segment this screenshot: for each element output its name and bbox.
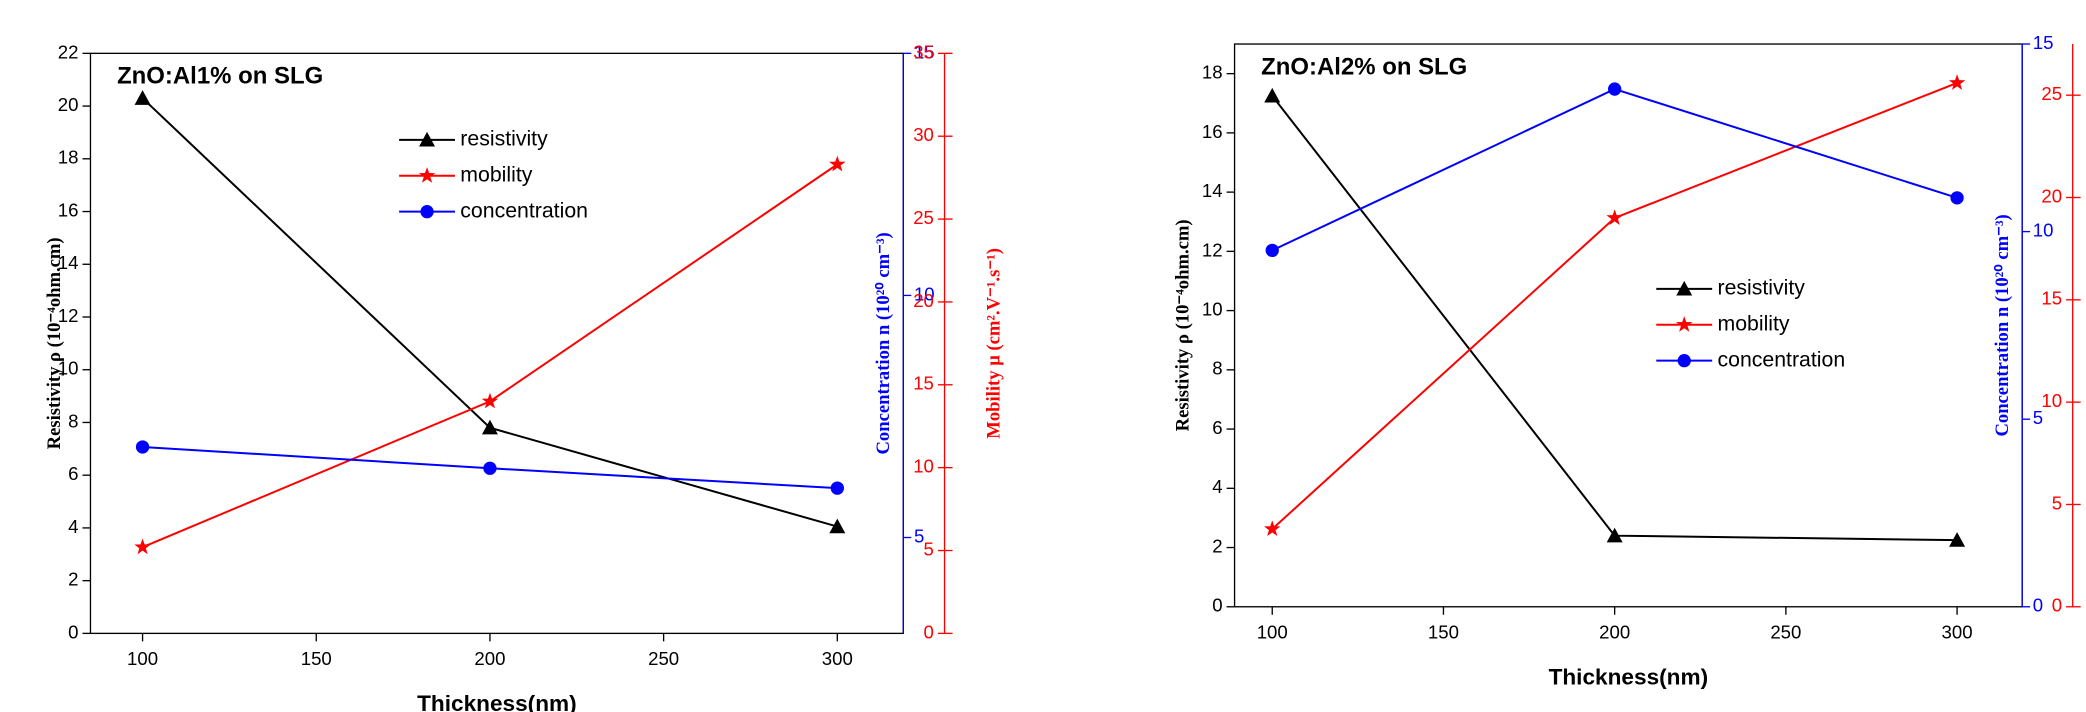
y-tick-label: 12 [58,305,79,326]
marker [1606,209,1623,225]
marker [134,90,151,105]
marker [829,518,846,534]
series-line [1271,81,1958,530]
y-tick-label: 8 [1212,358,1222,379]
chart-title: ZnO:Al2% on SLG [1261,53,1467,80]
y3-tick-label: 20 [2041,185,2062,206]
y-tick-label: 2 [68,569,78,590]
x-tick-label: 100 [1257,621,1288,642]
legend-label: mobility [1717,311,1789,335]
y-tick-label: 12 [1202,239,1223,260]
x-tick-label: 200 [474,648,505,669]
y3-tick-label: 0 [2052,595,2062,616]
y2-tick-label: 10 [2033,220,2054,241]
y-tick-label: 0 [1212,595,1222,616]
marker [1606,527,1623,543]
x-tick-label: 300 [822,648,853,669]
y3-tick-label: 10 [2041,390,2062,411]
marker [135,440,150,454]
x-axis-title: Thickness(nm) [1549,665,1709,690]
y-tick-label: 18 [1202,62,1223,83]
y-tick-label: 6 [1212,417,1222,438]
y3-tick-label: 35 [913,41,934,62]
y-axis-title: Resistivity ρ (10⁻⁴ohm.cm) [1172,219,1193,431]
x-tick-label: 300 [1942,621,1973,642]
y2-tick-label: 15 [2033,32,2054,53]
y2-tick-label: 5 [914,525,924,546]
y-axis-title: Resistivity ρ (10⁻⁴ohm.cm) [44,237,65,449]
y3-axis-title: Mobility μ (cm².V⁻¹.s⁻¹) [983,248,1004,439]
y3-tick-label: 25 [2041,83,2062,104]
marker [1608,82,1622,96]
marker [1264,87,1281,103]
y2-tick-label: 10 [914,283,935,304]
legend-label: resistivity [460,126,548,150]
marker [420,205,434,219]
y-tick-label: 22 [58,41,79,62]
y2-tick-label: 5 [2033,407,2043,428]
marker [418,167,436,183]
y-tick-label: 14 [1202,180,1223,201]
x-tick-label: 100 [127,648,158,669]
y-tick-label: 2 [1212,535,1222,556]
series-line [1271,95,1958,542]
marker [481,419,498,435]
y-tick-label: 4 [68,516,78,537]
marker [829,155,846,172]
y2-axis-title: Concentration n (10²⁰ cm⁻³) [1992,214,2013,436]
y3-tick-label: 30 [913,124,934,145]
y2-tick-label: 15 [914,41,935,62]
marker [134,538,151,555]
marker [1264,520,1281,537]
x-tick-label: 250 [1770,621,1801,642]
marker [483,461,497,475]
y-tick-label: 20 [58,94,79,115]
legend-label: concentration [460,198,588,222]
chart-title: ZnO:Al1% on SLG [117,63,323,90]
marker [419,131,436,147]
y-tick-label: 14 [58,252,79,273]
y3-tick-label: 5 [924,538,934,559]
marker [1948,74,1966,90]
y-tick-label: 10 [1202,299,1223,320]
y-tick-label: 8 [68,410,78,431]
marker [1676,280,1693,296]
y-tick-label: 6 [68,463,78,484]
y-tick-label: 16 [58,199,79,220]
series-line [1271,87,1958,252]
marker [1950,191,1964,205]
x-tick-label: 150 [1428,621,1459,642]
legend-label: resistivity [1717,275,1805,299]
marker [830,481,844,495]
x-tick-label: 150 [301,648,332,669]
y-tick-label: 16 [1202,121,1223,142]
y3-tick-label: 0 [924,621,934,642]
y3-tick-label: 10 [913,456,934,477]
y-tick-label: 4 [1212,476,1222,497]
y3-tick-label: 20 [913,290,934,311]
marker [481,392,499,409]
marker [1676,316,1693,332]
x-tick-label: 250 [648,648,679,669]
marker [1265,243,1279,258]
y3-tick-label: 15 [913,373,934,394]
y3-tick-label: 15 [2041,288,2062,309]
marker [1949,532,1966,547]
y-tick-label: 0 [68,621,78,642]
y-tick-label: 18 [58,147,79,168]
x-tick-label: 200 [1599,621,1630,642]
y-tick-label: 10 [58,358,79,379]
x-axis-title: Thickness(nm) [417,691,577,712]
y2-axis-title: Concentration n (10²⁰ cm⁻³) [873,232,894,454]
y3-tick-label: 5 [2052,492,2062,513]
y3-tick-label: 25 [913,207,934,228]
marker [1677,354,1691,368]
legend-label: concentration [1717,347,1845,371]
plot-frame [1233,43,2023,608]
y2-tick-label: 0 [2033,595,2043,616]
legend-label: mobility [460,162,532,186]
